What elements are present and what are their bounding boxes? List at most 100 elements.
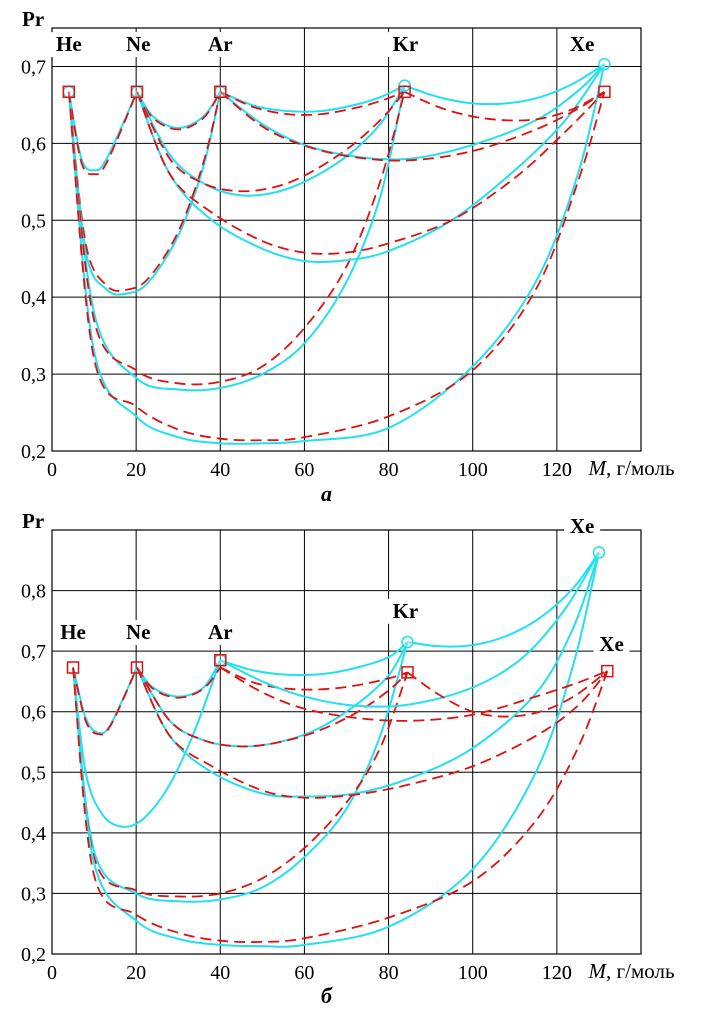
red-square-marker (130, 85, 144, 99)
red-square-marker (130, 661, 144, 674)
x-tick-label: 60 (294, 459, 314, 481)
cyan-solid-curve-he-ar (72, 659, 222, 828)
x-tick-label: 80 (379, 459, 399, 481)
x-axis-label: M, г/моль (588, 959, 675, 983)
cyan-solid-curve-kr-xe (404, 63, 605, 106)
y-axis-label: Pr (22, 7, 44, 31)
x-tick-label: 20 (126, 962, 146, 984)
x-axis-label-background (584, 455, 704, 481)
x-tick-label: 20 (126, 459, 146, 481)
y-tick-label: 0,6 (21, 133, 46, 155)
red-dashed-curve-he-kr (72, 667, 409, 898)
gas-label-background (120, 620, 157, 646)
y-tick-label: 0,4 (21, 823, 46, 845)
cyan-solid-curve-ar-xe (219, 63, 606, 161)
y-axis-label: Pr (22, 509, 44, 533)
x-tick-label: 100 (458, 459, 488, 481)
x-axis-label-unit: , г/моль (606, 959, 675, 983)
red-square-marker (214, 85, 227, 99)
red-dashed-curve-ar-xe (219, 91, 605, 162)
gas-label-he: He (60, 620, 86, 644)
cyan-circle-marker (62, 85, 76, 99)
cyan-solid-curve-he-ne (67, 91, 138, 172)
cyan-solid-curve-he-xe (67, 63, 606, 445)
x-tick-label: 0 (47, 962, 57, 984)
x-tick-label: 40 (210, 459, 230, 481)
red-dashed-curve-he-ar (67, 91, 222, 292)
x-axis-label: M, г/моль (588, 456, 675, 480)
red-square-marker (401, 666, 414, 679)
gas-label-background (50, 32, 87, 58)
red-dashed-curve-ne-xe (136, 91, 606, 255)
red-dashed-curve-he-xe (67, 91, 606, 442)
cyan-solid-curve-ne-xe (136, 63, 606, 264)
red-dashed-curve-he-ne (67, 91, 138, 176)
gas-label-kr: Kr (393, 599, 419, 623)
gas-label-background (202, 32, 239, 58)
cyan-circle-marker (401, 635, 414, 649)
gas-label-xe: Xe (570, 32, 595, 56)
red-dashed-curve-he-kr (67, 91, 406, 386)
cyan-circle-marker (214, 85, 227, 99)
gas-label-ar: Ar (208, 32, 233, 56)
cyan-solid-curve-ne-xe (136, 552, 600, 798)
panel-label: б (321, 983, 333, 1008)
y-tick-label: 0,3 (21, 364, 46, 386)
gas-label-background (593, 632, 630, 658)
gas-label-background (202, 620, 239, 646)
gas-label-ar: Ar (208, 620, 233, 644)
red-dashed-curve-kr-xe (404, 91, 605, 122)
y-tick-label: 0,8 (21, 581, 46, 603)
y-tick-label: 0,3 (21, 883, 46, 905)
red-dashed-curve-ar-kr (219, 90, 405, 116)
x-tick-label: 120 (542, 459, 572, 481)
cyan-solid-curve-ar-kr (219, 84, 405, 113)
y-tick-label: 0,4 (21, 287, 46, 309)
x-tick-label: 120 (542, 962, 572, 984)
cyan-circle-marker (130, 85, 144, 99)
x-tick-label: 0 (47, 459, 57, 481)
x-axis-label-background (584, 958, 704, 984)
red-square-marker (601, 664, 614, 678)
y-tick-label: 0,7 (21, 56, 46, 78)
chart-panel-b: 0 20 40 60 80 100 120 0,2 0,3 0,4 0,5 0,6 0,7 0,8 Pr M,… (21, 509, 704, 1008)
x-tick-label: 120 (542, 459, 572, 481)
x-axis-label-unit: , г/моль (606, 456, 675, 480)
gas-label-xe: Xe (570, 514, 595, 538)
gas-label-background (564, 32, 601, 58)
gas-label-background (564, 514, 601, 540)
red-square-marker (598, 85, 611, 99)
x-axis-label-symbol: M (588, 959, 608, 983)
plot-frame (51, 27, 642, 452)
cyan-circle-marker (598, 57, 611, 71)
x-tick-label: 120 (542, 962, 572, 984)
cyan-solid-curve-ne-ar (136, 91, 222, 129)
red-dashed-curve-ne-ar (136, 666, 222, 699)
red-dashed-curve-ne-kr (136, 667, 409, 748)
x-axis-label-symbol: M (588, 456, 608, 480)
cyan-solid-curve-ne-kr (136, 641, 409, 748)
cyan-solid-curve-ar-xe (219, 551, 600, 708)
x-tick-label: 60 (294, 962, 314, 984)
cyan-solid-curve-he-ne (72, 667, 138, 735)
cyan-circle-marker (592, 546, 606, 559)
red-dashed-curve-ar-xe (219, 666, 608, 722)
gas-label-background (55, 620, 92, 646)
gas-label-background (387, 598, 424, 624)
cyan-circle-marker (214, 653, 227, 667)
panel-label: а (321, 481, 332, 506)
y-tick-label: 0,7 (21, 641, 46, 663)
gas-label-he: He (56, 32, 82, 56)
red-square-marker (398, 85, 411, 99)
cyan-solid-curve-ar-kr (219, 641, 409, 677)
red-dashed-curve-he-ne (72, 667, 138, 736)
red-dashed-curve-kr-xe (406, 670, 608, 718)
x-tick-label: 40 (210, 962, 230, 984)
gas-label-background (120, 32, 157, 58)
cyan-solid-curve-he-kr (72, 641, 409, 903)
red-square-marker (214, 653, 227, 667)
gas-label-ne: Ne (126, 32, 151, 56)
cyan-solid-curve-kr-xe (407, 551, 600, 648)
red-dashed-curve-he-xe (72, 667, 609, 943)
